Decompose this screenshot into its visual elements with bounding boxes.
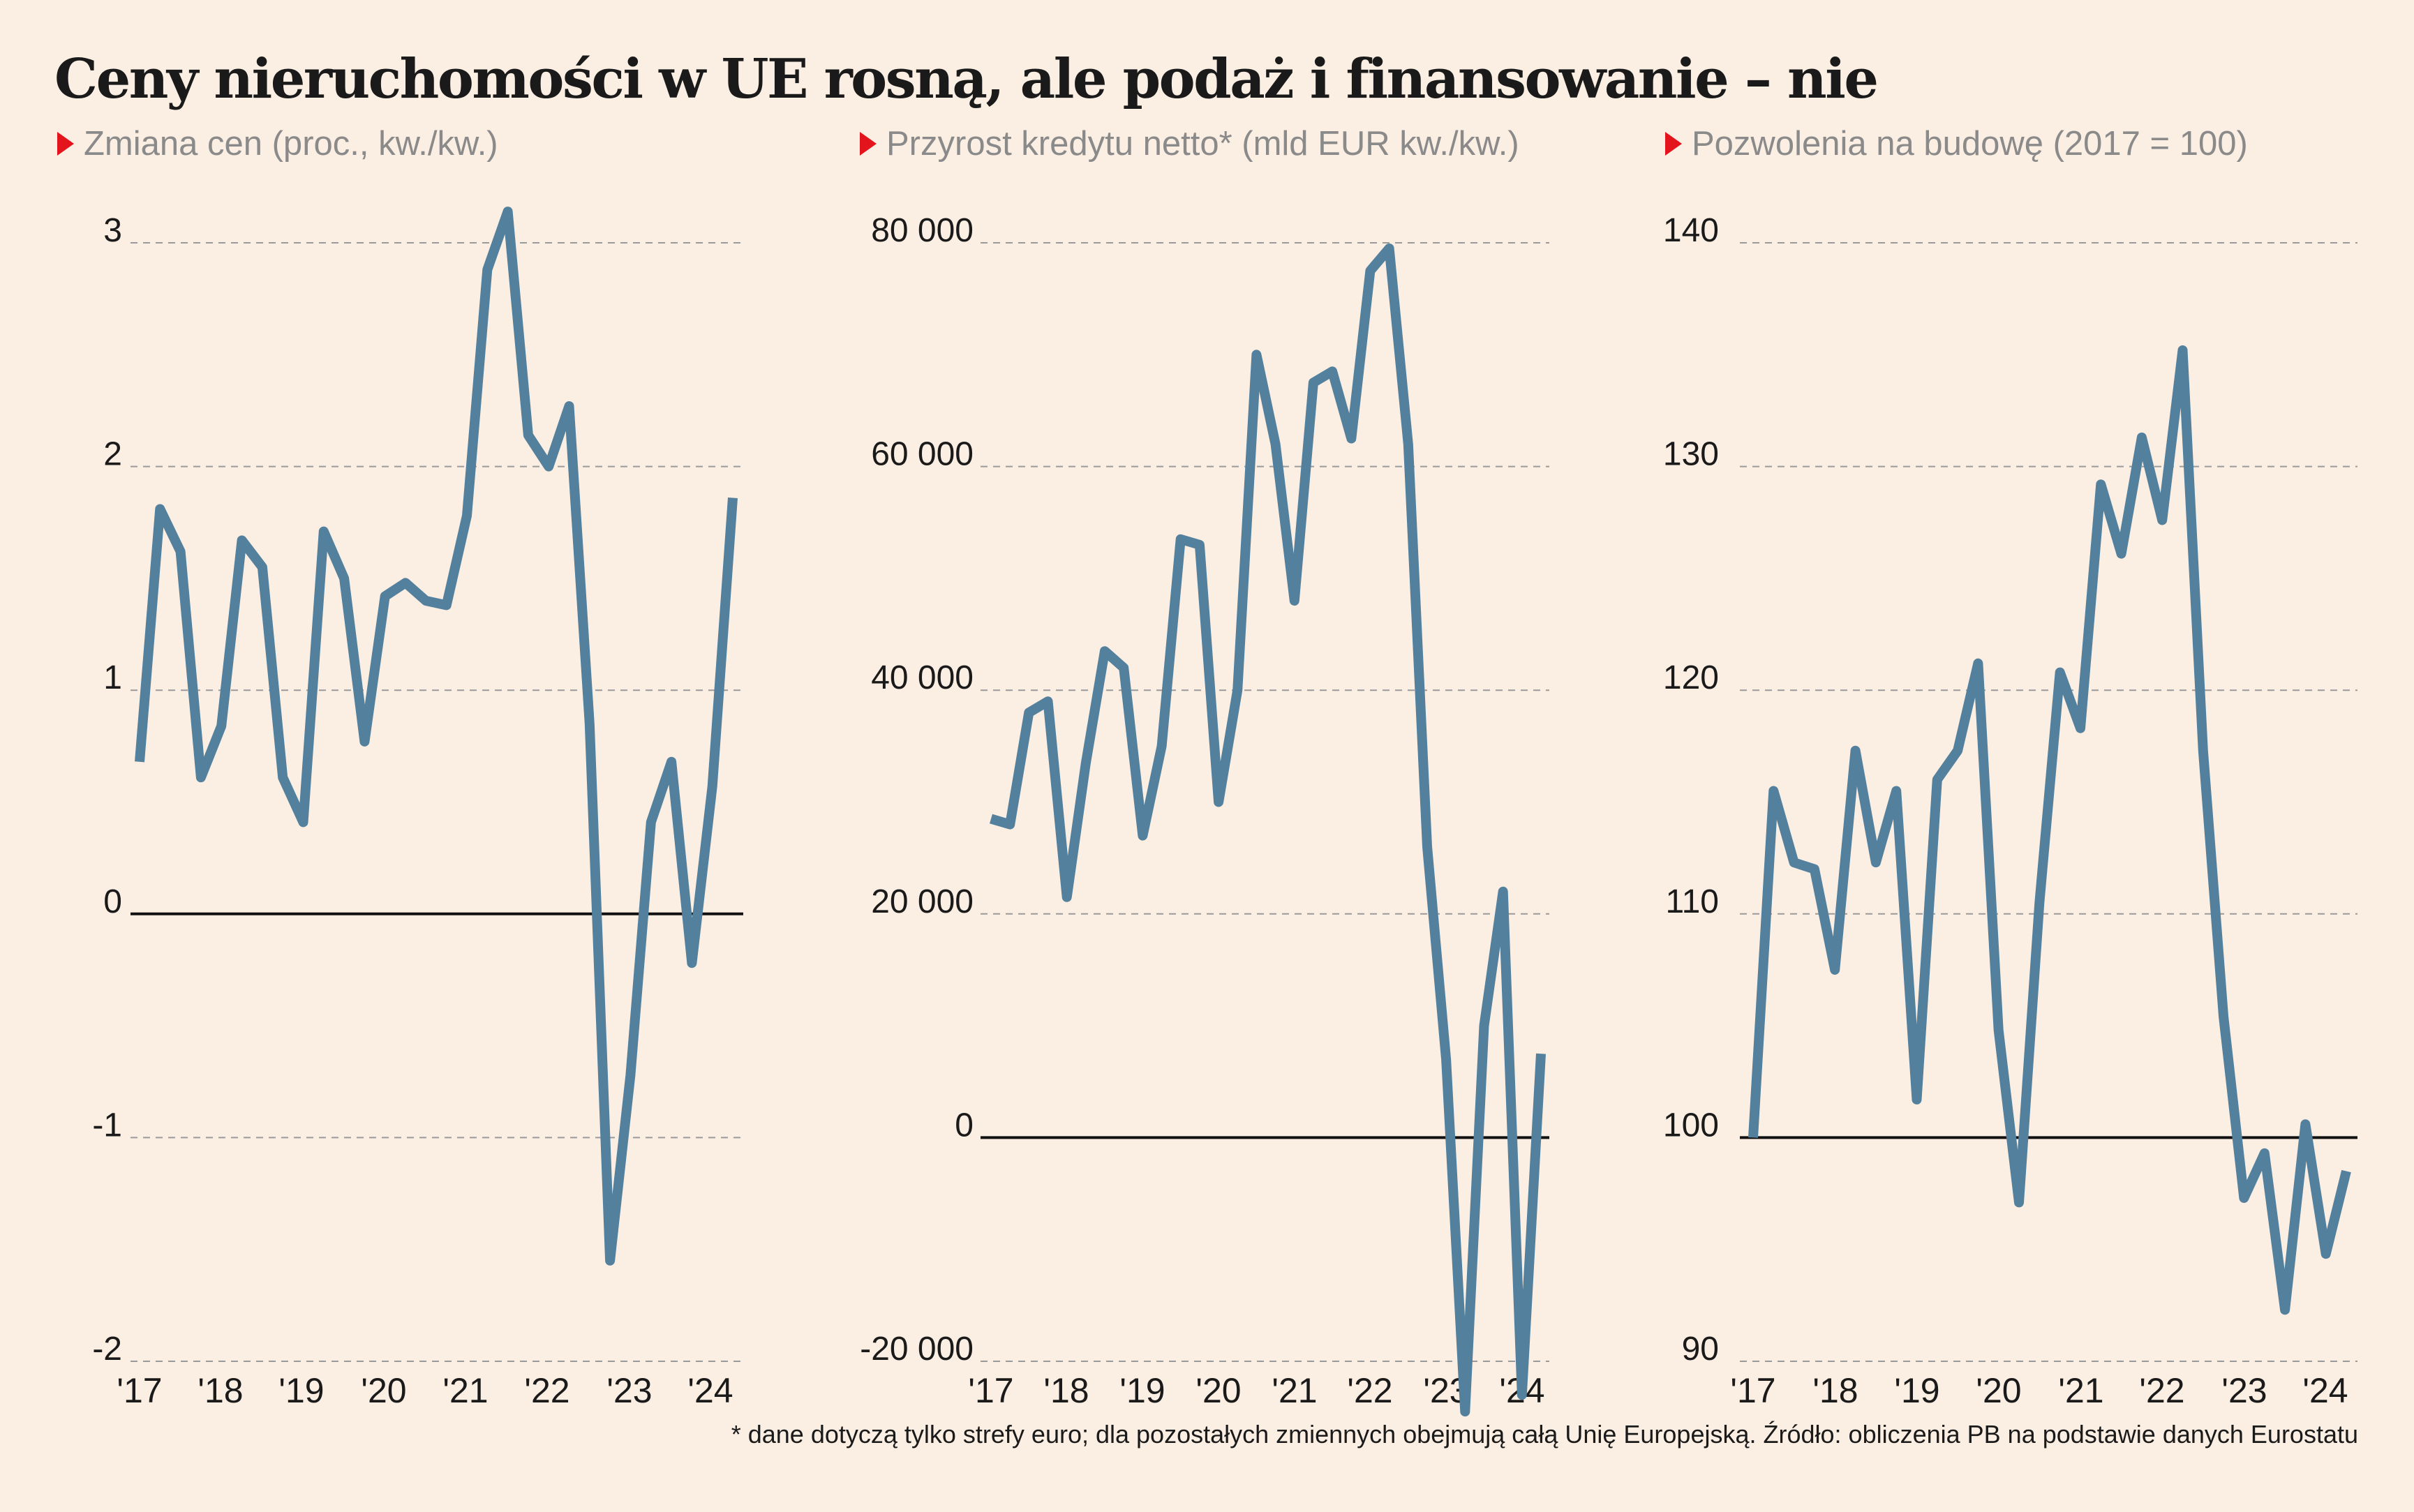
- y-tick-label: 90: [1682, 1331, 1719, 1368]
- triangle-marker-icon: [1665, 132, 1682, 156]
- footnote: * dane dotyczą tylko strefy euro; dla po…: [731, 1420, 2358, 1449]
- x-tick-label: '21: [442, 1371, 488, 1410]
- y-tick-label: 80 000: [871, 212, 974, 249]
- y-tick-label: 120: [1663, 659, 1719, 696]
- x-tick-label: '24: [687, 1371, 733, 1410]
- x-tick-label: '20: [1976, 1371, 2021, 1410]
- x-tick-label: '23: [606, 1371, 652, 1410]
- y-tick-label: 40 000: [871, 659, 974, 696]
- panel-title-permits: Pozwolenia na budowę (2017 = 100): [1665, 123, 2248, 165]
- x-tick-label: '22: [2139, 1371, 2184, 1410]
- chart-panel-1: 3 2 1 0 -1 -2'17 '18 '19 '20 '21 '22 '23 '24: [92, 207, 743, 1410]
- x-tick-label: '24: [2302, 1371, 2348, 1410]
- x-tick-label: '18: [198, 1371, 243, 1410]
- y-tick-label: 1: [103, 659, 122, 696]
- triangle-marker-icon: [860, 132, 877, 156]
- y-tick-label: 140: [1663, 212, 1719, 249]
- y-tick-label: 0: [955, 1107, 974, 1144]
- x-tick-label: '20: [361, 1371, 406, 1410]
- panel-title-prices: Zmiana cen (proc., kw./kw.): [57, 123, 498, 165]
- x-tick-label: '17: [117, 1371, 162, 1410]
- triangle-marker-icon: [57, 132, 74, 156]
- y-tick-label: 0: [103, 883, 122, 920]
- y-tick-label: 60 000: [871, 436, 974, 473]
- panel-title-credit-label: Przyrost kredytu netto* (mld EUR kw./kw.…: [886, 125, 1519, 163]
- chart-panel-3: 140 130 120 110 100 90 '17 '18 '19 '20 '21 '22 '23 '2…: [1663, 212, 2357, 1410]
- x-tick-label: '21: [2058, 1371, 2103, 1410]
- x-tick-label: '17: [968, 1371, 1013, 1410]
- y-tick-label: 20 000: [871, 883, 974, 920]
- y-tick-label: 110: [1665, 883, 1719, 920]
- chart-panel-2: 80 000 60 000 40 000 20 000 0 -20 000'17 '18 '1…: [860, 212, 1549, 1417]
- y-tick-label: 2: [103, 436, 122, 473]
- y-tick-label: -20 000: [860, 1331, 974, 1368]
- x-tick-label: '18: [1812, 1371, 1858, 1410]
- x-tick-label: '19: [1894, 1371, 1939, 1410]
- y-tick-label: 130: [1663, 436, 1719, 473]
- panel-title-permits-label: Pozwolenia na budowę (2017 = 100): [1692, 125, 2248, 163]
- chart-title: Ceny nieruchomości w UE rosną, ale podaż…: [54, 47, 1879, 111]
- series-line: [1748, 345, 2351, 1315]
- series-line: [135, 207, 738, 1266]
- x-tick-label: '17: [1730, 1371, 1775, 1410]
- panel-title-prices-label: Zmiana cen (proc., kw./kw.): [84, 125, 498, 163]
- x-tick-label: '20: [1195, 1371, 1241, 1410]
- x-tick-label: '22: [1347, 1371, 1392, 1410]
- x-tick-label: '22: [524, 1371, 569, 1410]
- series-line: [990, 244, 1546, 1417]
- x-tick-label: '19: [278, 1371, 324, 1410]
- y-tick-label: 100: [1663, 1107, 1719, 1144]
- y-tick-label: 3: [103, 212, 122, 249]
- y-tick-label: -2: [92, 1331, 122, 1368]
- x-tick-label: '21: [1272, 1371, 1317, 1410]
- x-tick-label: '19: [1119, 1371, 1165, 1410]
- x-tick-label: '23: [2221, 1371, 2267, 1410]
- y-tick-label: -1: [92, 1107, 122, 1144]
- panel-title-credit: Przyrost kredytu netto* (mld EUR kw./kw.…: [860, 123, 1519, 165]
- x-tick-label: '18: [1043, 1371, 1089, 1410]
